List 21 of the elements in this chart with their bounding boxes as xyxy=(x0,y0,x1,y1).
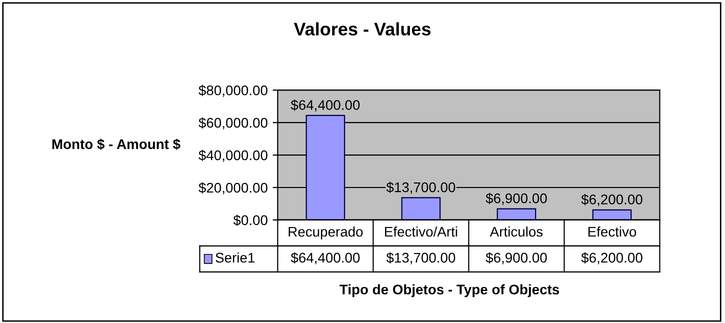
x-tick-label: Recuperado xyxy=(288,226,363,240)
text: $13,700.00 xyxy=(386,182,456,194)
y-tick-label: $40,000.00 xyxy=(198,150,268,162)
y-tick-label: $20,000.00 xyxy=(198,182,268,194)
text: $6,900.00 xyxy=(486,192,547,205)
y-tick-label: $80,000.00 xyxy=(198,84,268,97)
legend-label: Serie1 xyxy=(216,252,254,263)
x-tick-label: Articulos xyxy=(490,226,543,237)
y-tick-label: $60,000.00 xyxy=(198,117,268,130)
y-axis-title: Monto $ - Amount $ xyxy=(52,138,180,150)
data-label: $13,700.00 xyxy=(386,252,456,264)
data-label: $64,400.00 xyxy=(290,252,360,264)
text: $6,200.00 xyxy=(581,194,642,206)
y-tick-label: $0.00 xyxy=(233,214,268,226)
x-tick-label: Efectivo/Arti xyxy=(385,226,458,237)
x-tick-label: Efectivo xyxy=(588,226,636,237)
x-axis-title: Tipo de Objetos - Type of Objects xyxy=(340,284,560,298)
text: $64,400.00 xyxy=(290,99,360,112)
data-label: $6,900.00 xyxy=(486,252,547,264)
chart-title: Valores - Values xyxy=(294,22,431,36)
data-label: $6,200.00 xyxy=(581,252,642,264)
